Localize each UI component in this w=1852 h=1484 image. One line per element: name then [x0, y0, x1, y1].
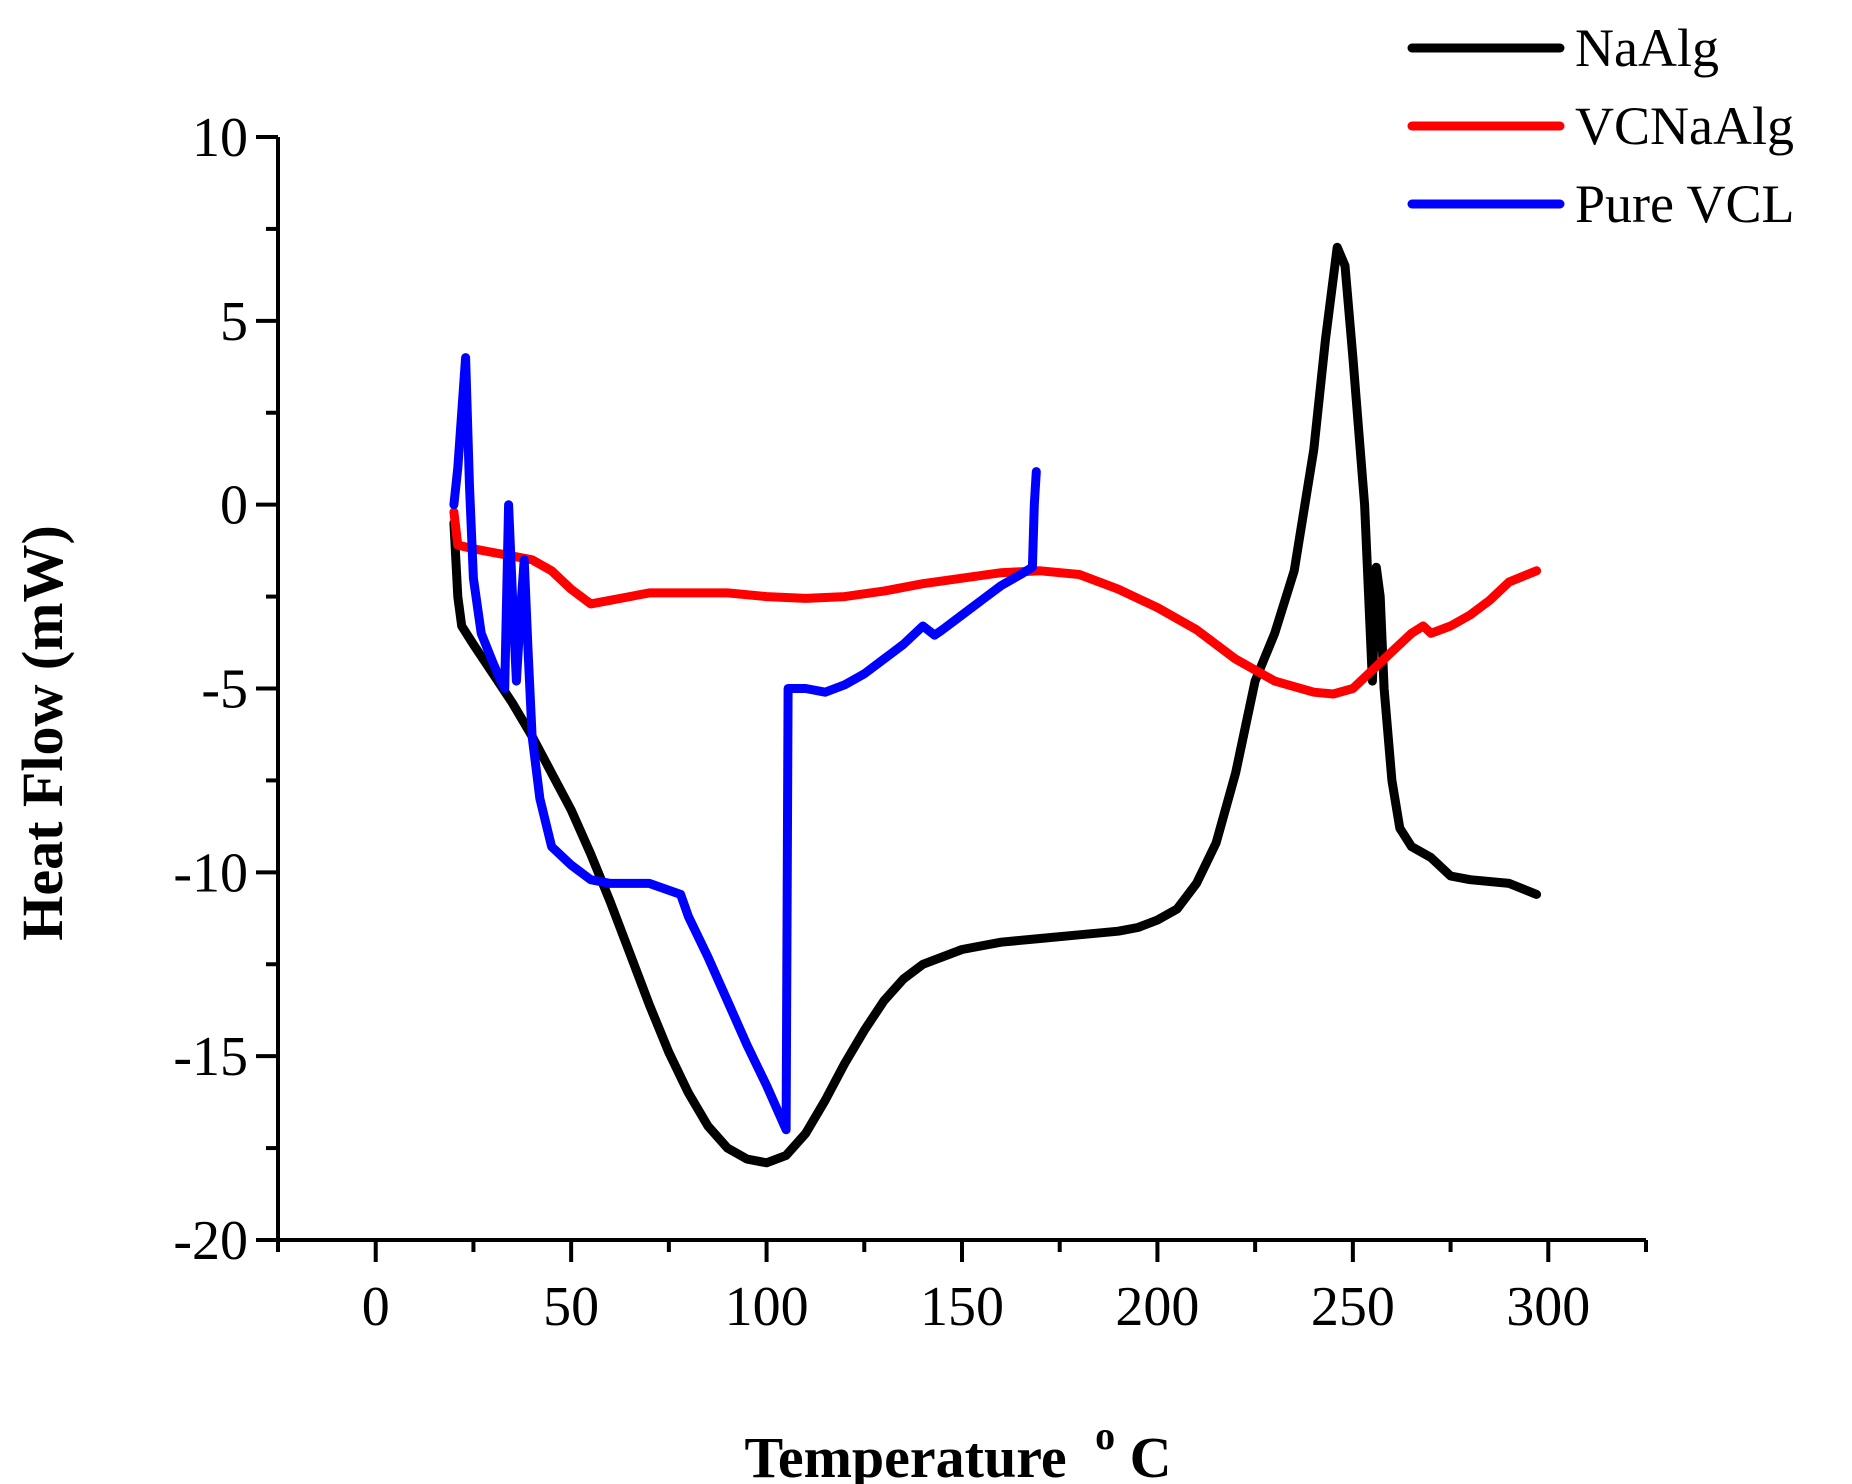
legend: NaAlg VCNaAlg Pure VCL [1407, 18, 1795, 234]
y-tick-label: -5 [201, 659, 248, 721]
y-tick-label: -15 [173, 1026, 248, 1088]
x-axis-title-superscript: o [1095, 1413, 1115, 1458]
y-tick-label: -20 [173, 1210, 248, 1272]
x-axis-title-text: Temperature [744, 1425, 1066, 1484]
x-tick-label: 300 [1506, 1276, 1590, 1338]
x-tick-label: 0 [362, 1276, 390, 1338]
x-axis-title: Temperature o C [744, 1397, 1171, 1484]
y-axis-title: Heat Flow (mW) [10, 525, 75, 941]
legend-label-naalg: NaAlg [1575, 18, 1719, 78]
y-tick-label: 10 [192, 107, 248, 169]
y-tick-label: -10 [173, 842, 248, 904]
x-tick-label: 150 [920, 1276, 1004, 1338]
series-layer [449, 242, 1542, 1168]
x-tick-label: 250 [1311, 1276, 1395, 1338]
x-tick-label: 200 [1115, 1276, 1199, 1338]
y-tick-label: 5 [220, 291, 248, 353]
series-line-naalg [449, 242, 1542, 1168]
x-axis-title-unit: C [1130, 1425, 1172, 1484]
y-tick-label: 0 [220, 475, 248, 537]
legend-label-vcnaalg: VCNaAlg [1575, 96, 1794, 156]
series-line-pure-vcl [449, 353, 1041, 1135]
legend-label-pure-vcl: Pure VCL [1575, 174, 1795, 234]
x-tick-label: 100 [725, 1276, 809, 1338]
x-tick-label: 50 [543, 1276, 599, 1338]
